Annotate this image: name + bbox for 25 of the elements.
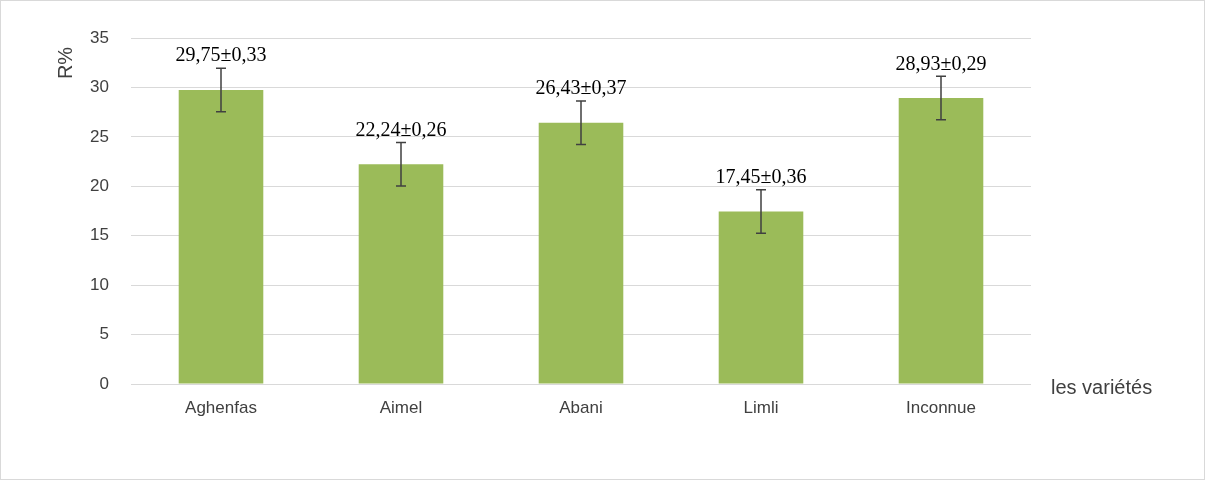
x-tick-label: Limli: [743, 397, 779, 417]
bar: [898, 98, 984, 384]
data-label: 26,43±0,37: [535, 76, 627, 99]
y-tick-label: 10: [90, 274, 109, 294]
x-tick-label: Aimel: [379, 397, 423, 417]
y-tick-label: 15: [90, 225, 109, 245]
x-axis-title: les variétés: [1051, 375, 1153, 398]
data-label: 28,93±0,29: [895, 51, 987, 74]
bar: [178, 89, 264, 384]
x-tick-label: Aghenfas: [185, 397, 257, 417]
x-tick-label: Inconnue: [906, 397, 976, 417]
y-axis-title: R%: [53, 46, 76, 80]
bar: [358, 164, 444, 384]
y-tick-label: 30: [90, 77, 109, 97]
y-tick-label: 35: [90, 27, 109, 47]
y-tick-label: 20: [90, 175, 109, 195]
y-tick-label: 5: [99, 324, 109, 344]
x-tick-label: Abani: [559, 397, 603, 417]
y-tick-label: 0: [99, 373, 109, 393]
bar: [718, 211, 804, 384]
data-label: 22,24±0,26: [355, 117, 447, 140]
data-label: 17,45±0,36: [715, 165, 807, 187]
y-tick-label: 25: [90, 126, 109, 146]
bar: [538, 122, 624, 384]
data-label: 29,75±0,33: [175, 43, 267, 66]
